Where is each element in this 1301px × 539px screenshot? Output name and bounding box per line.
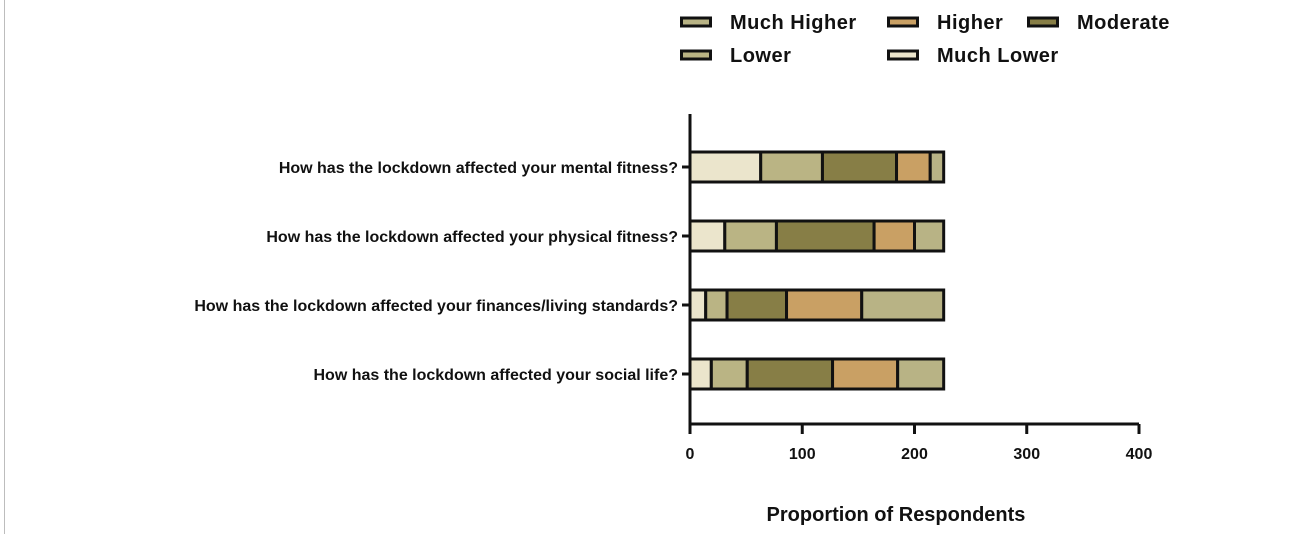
legend-label-much-higher: Much Higher: [730, 12, 857, 34]
bar-segment-much-lower-row-1: [688, 150, 763, 184]
bar-segment-much-higher-row-1: [928, 150, 946, 184]
x-tick-label-100: 100: [789, 446, 816, 463]
bar-segment-much-lower-row-3: [688, 288, 708, 322]
bar-segment-higher-row-2: [872, 219, 917, 253]
x-tick-label-300: 300: [1013, 446, 1040, 463]
bar-segment-lower-row-4: [709, 357, 749, 391]
x-axis: 0 100 200 300 400: [686, 422, 1153, 463]
bar-segment-higher-row-3: [785, 288, 864, 322]
bar-segment-moderate-row-3: [725, 288, 789, 322]
bar-segment-much-lower-row-2: [688, 219, 727, 253]
bar-segment-much-higher-row-4: [896, 357, 946, 391]
legend-swatch-lower: [680, 49, 712, 61]
x-tick-label-200: 200: [901, 446, 928, 463]
legend-label-moderate: Moderate: [1077, 12, 1170, 34]
bar-segment-higher-row-1: [895, 150, 932, 184]
bar-segment-lower-row-2: [723, 219, 778, 253]
legend-label-higher: Higher: [937, 12, 1003, 34]
legend-swatch-higher: [887, 16, 919, 28]
bar-segment-moderate-row-4: [745, 357, 835, 391]
x-axis-title: Proportion of Respondents: [767, 504, 1026, 526]
legend-swatch-much-lower: [887, 49, 919, 61]
category-label-1: How has the lockdown affected your menta…: [279, 160, 678, 177]
bar-segment-much-higher-row-2: [913, 219, 946, 253]
x-tick-label-400: 400: [1126, 446, 1153, 463]
legend-swatch-much-higher: [680, 16, 712, 28]
bar-segment-lower-row-1: [759, 150, 824, 184]
bar-segment-moderate-row-1: [820, 150, 899, 184]
bar-segment-moderate-row-2: [774, 219, 876, 253]
category-label-4: How has the lockdown affected your socia…: [313, 367, 678, 384]
left-border-line: [4, 0, 5, 534]
legend: Much Higher Higher Moderate Lower Much Lower: [680, 12, 1170, 67]
x-tick-label-0: 0: [686, 446, 695, 463]
bar-segment-lower-row-3: [704, 288, 729, 322]
bar-segment-much-higher-row-3: [860, 288, 946, 322]
legend-label-lower: Lower: [730, 45, 791, 67]
bar-segment-higher-row-4: [831, 357, 900, 391]
category-label-2: How has the lockdown affected your physi…: [266, 229, 678, 246]
legend-swatch-moderate: [1027, 16, 1059, 28]
bars-group: [688, 150, 946, 391]
category-label-3: How has the lockdown affected your finan…: [194, 298, 678, 315]
y-axis: How has the lockdown affected your menta…: [194, 114, 692, 424]
bar-segment-much-lower-row-4: [688, 357, 713, 391]
legend-label-much-lower: Much Lower: [937, 45, 1059, 67]
